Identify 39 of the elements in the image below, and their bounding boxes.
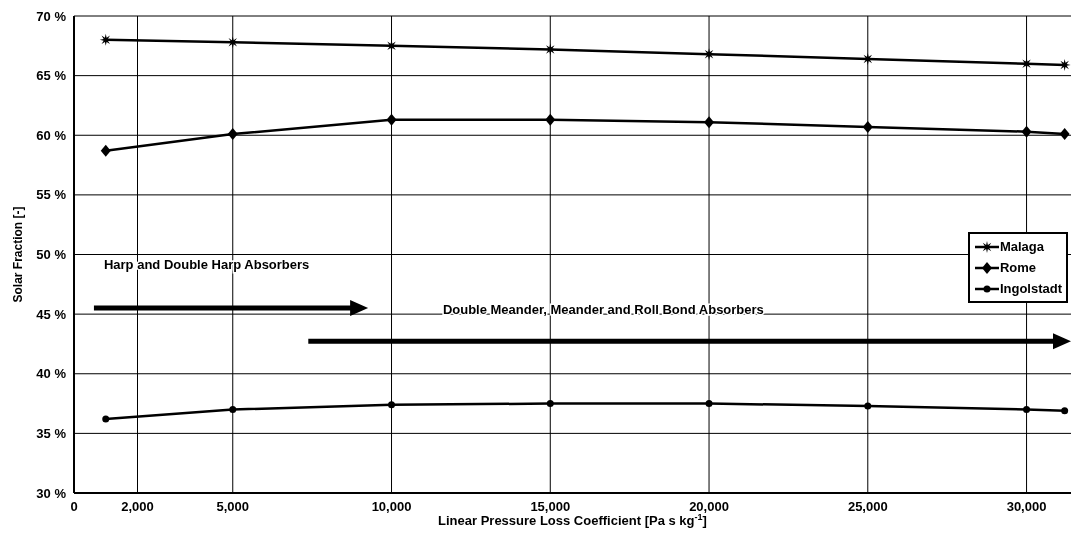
x-tick-label: 25,000 (847, 499, 888, 514)
point (1021, 125, 1032, 138)
legend-label: Ingolstadt (999, 281, 1062, 296)
point (545, 113, 556, 126)
point (386, 113, 397, 126)
point (705, 400, 713, 408)
y-tick-label: 45 % (36, 306, 67, 322)
point (1023, 406, 1031, 414)
point (704, 116, 715, 129)
x-tick-label: 15,000 (530, 499, 571, 514)
x-tick-label: 30,000 (1006, 499, 1047, 514)
x-tick-label: 5,000 (216, 499, 250, 514)
point (862, 120, 873, 133)
y-tick-label: 60 % (36, 127, 67, 143)
legend-label: Rome (999, 260, 1037, 275)
point (388, 401, 396, 409)
point (227, 128, 238, 141)
point (864, 402, 872, 410)
point (100, 144, 111, 157)
point (1059, 128, 1070, 141)
x-tick-label: 10,000 (371, 499, 412, 514)
point (102, 415, 110, 423)
y-axis-title: Solar Fraction [-] (11, 206, 25, 303)
point (546, 400, 554, 408)
y-tick-label: 65 % (36, 68, 67, 84)
y-tick-label: 50 % (36, 247, 67, 263)
y-tick-label: 55 % (36, 187, 67, 203)
x-tick-label: 0 (70, 499, 78, 514)
annotation: Double Meander, Meander and Roll Bond Absorbers (442, 302, 764, 318)
y-tick-label: 70 % (36, 8, 67, 24)
point (1061, 407, 1069, 415)
y-tick-label: 40 % (36, 366, 67, 382)
x-tick-label: 20,000 (689, 499, 729, 514)
x-tick-label: 2,000 (121, 499, 154, 514)
y-tick-label: 35 % (36, 425, 67, 441)
legend-label: Malaga (999, 239, 1044, 254)
y-tick-label: 30 % (36, 485, 67, 501)
x-axis-title: Linear Pressure Loss Coefficient [Pa s kg$^{-1}$] (438, 512, 707, 528)
point (229, 406, 237, 414)
